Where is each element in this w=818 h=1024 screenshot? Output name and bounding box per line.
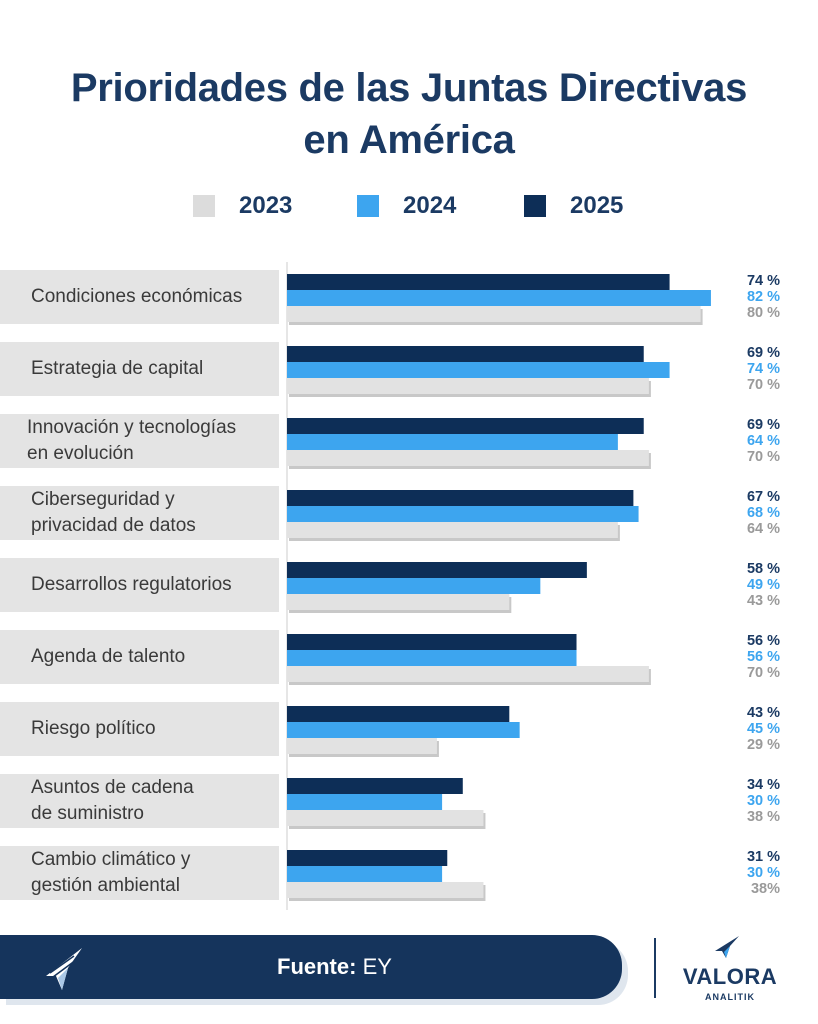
legend-label-2024: 2024 — [403, 192, 457, 219]
category-label-cambio-climatico-y-gestion-ambiental: Cambio climático y gestión ambiental — [31, 849, 191, 896]
value-label-2023-asuntos-de-cadena-de-suministro: 38 % — [746, 809, 780, 825]
brand-subtitle: ANALITIK — [705, 992, 755, 1002]
category-estrategia-de-capital: Estrategia de capital — [0, 342, 279, 396]
legend-swatch-2025 — [524, 195, 546, 217]
value-label-2023-desarrollos-regulatorios: 43 % — [746, 593, 780, 609]
footer-banner: Fuente: EY — [0, 935, 622, 999]
bar-2024-agenda-de-talento — [287, 650, 577, 666]
value-label-2025-agenda-de-talento: 56 % — [746, 633, 780, 649]
legend: 2023 2024 2025 — [0, 190, 818, 222]
category-label-ciberseguridad-y-privacidad-de-datos: Ciberseguridad y privacidad de datos — [31, 489, 196, 536]
logo-icon — [46, 948, 82, 990]
value-label-2023-riesgo-politico: 29 % — [746, 737, 780, 753]
value-label-2025-ciberseguridad-y-privacidad-de-datos: 67 % — [746, 489, 780, 505]
value-label-2024-agenda-de-talento: 56 % — [746, 649, 780, 665]
value-label-2023-agenda-de-talento: 70 % — [746, 665, 780, 681]
bar-2023-ciberseguridad-y-privacidad-de-datos — [287, 522, 618, 538]
bar-2024-riesgo-politico — [287, 722, 520, 738]
legend-label-2025: 2025 — [570, 192, 624, 219]
category-label-riesgo-politico: Riesgo político — [31, 718, 156, 739]
value-label-2025-riesgo-politico: 43 % — [746, 705, 780, 721]
value-label-2025-estrategia-de-capital: 69 % — [746, 345, 780, 361]
bar-2025-desarrollos-regulatorios — [287, 562, 587, 578]
bar-2025-cambio-climatico-y-gestion-ambiental — [287, 850, 448, 866]
bar-2024-condiciones-economicas — [287, 290, 711, 306]
value-label-2024-ciberseguridad-y-privacidad-de-datos: 68 % — [746, 505, 780, 521]
value-label-2024-innovacion-y-tecnologias-en-evolucion: 64 % — [746, 433, 780, 449]
category-condiciones-economicas: Condiciones económicas — [0, 270, 279, 324]
brand-icon — [715, 936, 739, 958]
category-label-asuntos-de-cadena-de-suministro: Asuntos de cadena de suministro — [31, 777, 194, 824]
bar-2023-condiciones-economicas — [287, 306, 701, 322]
legend-swatch-2023 — [193, 195, 215, 217]
bar-2023-innovacion-y-tecnologias-en-evolucion — [287, 450, 649, 466]
bar-2024-estrategia-de-capital — [287, 362, 670, 378]
value-label-2023-innovacion-y-tecnologias-en-evolucion: 70 % — [746, 449, 780, 465]
value-label-2023-condiciones-economicas: 80 % — [746, 305, 780, 321]
bar-2024-innovacion-y-tecnologias-en-evolucion — [287, 434, 618, 450]
category-asuntos-de-cadena-de-suministro: Asuntos de cadena de suministro — [0, 774, 279, 828]
bar-2025-agenda-de-talento — [287, 634, 577, 650]
source-label: Fuente: — [277, 954, 357, 979]
category-label-condiciones-economicas: Condiciones económicas — [31, 286, 243, 307]
bar-2025-estrategia-de-capital — [287, 346, 644, 362]
category-innovacion-y-tecnologias-en-evolucion: Innovación y tecnologías en evolución — [0, 414, 279, 468]
legend-item-2024: 2024 — [357, 190, 456, 222]
value-label-2024-cambio-climatico-y-gestion-ambiental: 30 % — [746, 865, 780, 881]
value-label-2024-condiciones-economicas: 82 % — [746, 289, 780, 305]
bar-2023-agenda-de-talento — [287, 666, 649, 682]
value-label-2025-asuntos-de-cadena-de-suministro: 34 % — [746, 777, 780, 793]
value-label-2024-asuntos-de-cadena-de-suministro: 30 % — [746, 793, 780, 809]
value-label-2023-ciberseguridad-y-privacidad-de-datos: 64 % — [746, 521, 780, 537]
bar-2023-cambio-climatico-y-gestion-ambiental — [287, 882, 484, 898]
source-value: EY — [362, 954, 392, 979]
category-label-agenda-de-talento: Agenda de talento — [31, 646, 186, 667]
value-label-2023-cambio-climatico-y-gestion-ambiental: 38% — [750, 881, 780, 897]
bar-2025-innovacion-y-tecnologias-en-evolucion — [287, 418, 644, 434]
chart-title-line-1: Prioridades de las Juntas Directivas — [70, 66, 748, 110]
legend-item-2025: 2025 — [524, 190, 623, 222]
category-agenda-de-talento: Agenda de talento — [0, 630, 279, 684]
category-label-estrategia-de-capital: Estrategia de capital — [31, 358, 204, 379]
category-riesgo-politico: Riesgo político — [0, 702, 279, 756]
value-label-2024-desarrollos-regulatorios: 49 % — [746, 577, 780, 593]
source-text: Fuente: EY — [277, 953, 392, 981]
legend-item-2023: 2023 — [193, 190, 292, 222]
value-label-2025-cambio-climatico-y-gestion-ambiental: 31 % — [746, 849, 780, 865]
bar-2025-asuntos-de-cadena-de-suministro — [287, 778, 463, 794]
category-label-desarrollos-regulatorios: Desarrollos regulatorios — [31, 574, 232, 595]
bar-2023-desarrollos-regulatorios — [287, 594, 510, 610]
bar-2024-cambio-climatico-y-gestion-ambiental — [287, 866, 443, 882]
bar-2024-asuntos-de-cadena-de-suministro — [287, 794, 443, 810]
legend-swatch-2024 — [357, 195, 379, 217]
bar-2023-asuntos-de-cadena-de-suministro — [287, 810, 484, 826]
category-ciberseguridad-y-privacidad-de-datos: Ciberseguridad y privacidad de datos — [0, 486, 279, 540]
bar-2025-riesgo-politico — [287, 706, 510, 722]
value-label-2024-estrategia-de-capital: 74 % — [746, 361, 780, 377]
category-cambio-climatico-y-gestion-ambiental: Cambio climático y gestión ambiental — [0, 846, 279, 900]
bar-2023-riesgo-politico — [287, 738, 437, 754]
brand-separator — [654, 938, 656, 998]
category-desarrollos-regulatorios: Desarrollos regulatorios — [0, 558, 279, 612]
value-label-2023-estrategia-de-capital: 70 % — [746, 377, 780, 393]
bar-2025-ciberseguridad-y-privacidad-de-datos — [287, 490, 634, 506]
chart-title-line-2: en América — [303, 118, 515, 162]
chart-title: Prioridades de las Juntas Directivas en … — [0, 62, 818, 166]
bar-2023-estrategia-de-capital — [287, 378, 649, 394]
value-label-2025-desarrollos-regulatorios: 58 % — [746, 561, 780, 577]
legend-label-2023: 2023 — [239, 192, 293, 219]
bar-2024-desarrollos-regulatorios — [287, 578, 541, 594]
value-label-2025-innovacion-y-tecnologias-en-evolucion: 69 % — [746, 417, 780, 433]
brand-name: VALORA — [682, 964, 778, 989]
bar-2025-condiciones-economicas — [287, 274, 670, 290]
value-label-2025-condiciones-economicas: 74 % — [746, 273, 780, 289]
category-label-innovacion-y-tecnologias-en-evolucion: Innovación y tecnologías en evolución — [27, 417, 237, 464]
bar-2024-ciberseguridad-y-privacidad-de-datos — [287, 506, 639, 522]
value-label-2024-riesgo-politico: 45 % — [746, 721, 780, 737]
